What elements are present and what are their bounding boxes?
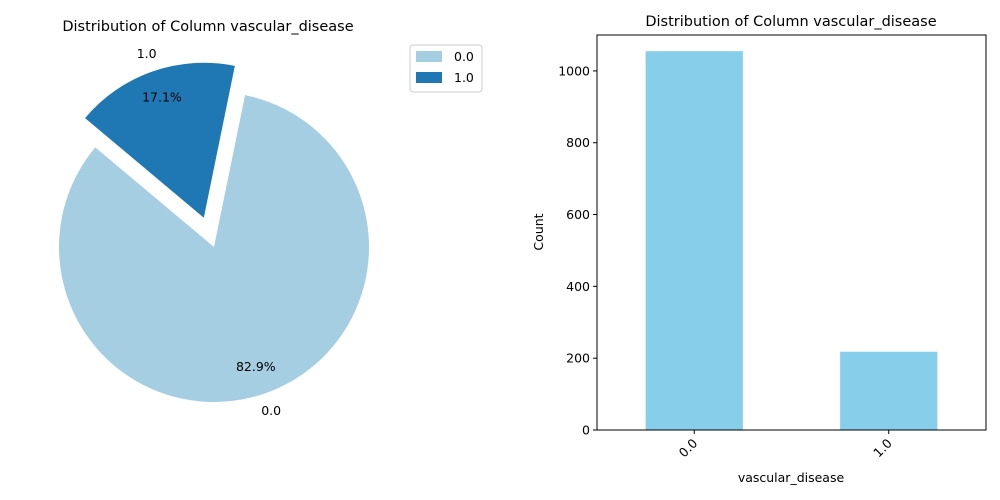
pie-category-label: 0.0 — [261, 403, 281, 418]
bar-chart-panel: Distribution of Column vascular_disease … — [531, 14, 987, 485]
legend-label-1: 1.0 — [454, 70, 474, 85]
bar-plot-frame — [596, 34, 987, 431]
x-axis-label: vascular_disease — [738, 470, 845, 485]
y-tick-label: 600 — [566, 207, 590, 222]
y-axis-label: Count — [531, 213, 546, 250]
x-axis-ticks: 0.0 1.0 — [676, 430, 895, 460]
pie-slice-1.0 — [85, 62, 235, 218]
x-tick-label: 1.0 — [870, 435, 895, 460]
y-tick-label: 200 — [566, 351, 590, 366]
pie-pct-label: 82.9% — [236, 359, 276, 374]
pie-slice-0.0 — [59, 95, 370, 403]
bars — [645, 51, 938, 431]
pie-pct-label: 17.1% — [142, 90, 182, 105]
y-tick-label: 1000 — [558, 63, 590, 78]
bar-0.0 — [645, 51, 743, 431]
bar-chart-title: Distribution of Column vascular_disease — [645, 14, 936, 30]
y-tick-label: 800 — [566, 135, 590, 150]
y-axis-ticks: 0 200 400 600 800 1000 — [558, 63, 597, 438]
legend-swatch-1 — [416, 72, 442, 83]
y-tick-label: 400 — [566, 279, 590, 294]
y-tick-label: 0 — [582, 423, 590, 438]
pie-slices — [59, 62, 370, 403]
legend-swatch-0 — [416, 51, 442, 62]
bar-1.0 — [840, 351, 938, 430]
pie-category-label: 1.0 — [137, 46, 157, 61]
pie-legend: 0.0 1.0 — [409, 44, 483, 93]
x-tick-label: 0.0 — [676, 435, 701, 460]
pie-labels: 82.9% 0.0 17.1% 1.0 — [137, 46, 281, 418]
legend-label-0: 0.0 — [454, 49, 474, 64]
pie-chart-title: Distribution of Column vascular_disease — [62, 19, 353, 35]
pie-chart-panel: Distribution of Column vascular_disease … — [59, 19, 483, 418]
